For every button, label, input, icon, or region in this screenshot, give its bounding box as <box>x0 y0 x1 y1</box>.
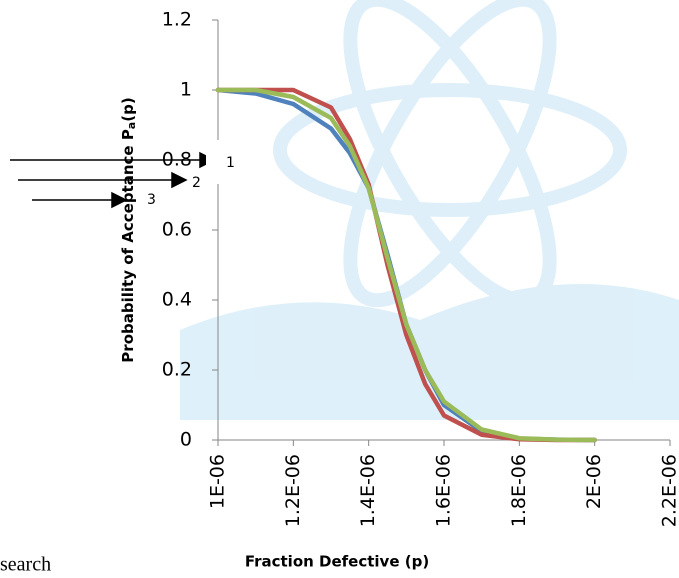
y-axis-label: Probability of Acceptance Pa(p) <box>119 97 139 362</box>
y-axis-label-part: (p) <box>119 97 137 121</box>
footer-text: search <box>0 554 51 574</box>
annotation-label: 2 <box>192 175 201 191</box>
y-tick-label: 0.4 <box>162 289 192 311</box>
x-tick-label: 1.8E-06 <box>508 454 530 527</box>
y-tick-label: 1 <box>180 79 192 101</box>
arrow-head <box>172 173 186 187</box>
y-tick-label: 0 <box>180 429 192 451</box>
x-tick-label: 1.2E-06 <box>282 454 304 527</box>
y-tick-label: 0.8 <box>162 149 192 171</box>
y-axis-label-part: Probability of Acceptance P <box>119 129 137 363</box>
annotation-label: 1 <box>226 155 235 171</box>
x-tick-label: 1.4E-06 <box>357 454 379 527</box>
x-tick-label: 2.2E-06 <box>659 454 679 527</box>
y-tick-label: 0.2 <box>162 359 192 381</box>
y-axis-label-part: a <box>125 122 138 129</box>
x-axis-label: Fraction Defective (p) <box>245 553 429 571</box>
watermark <box>180 0 679 420</box>
annotation-label: 3 <box>147 192 156 208</box>
y-tick-label: 1.2 <box>162 9 192 31</box>
x-tick-label: 1E-06 <box>207 454 229 509</box>
y-tick-label: 0.6 <box>162 219 192 241</box>
x-tick-label: 1.6E-06 <box>433 454 455 527</box>
x-tick-label: 2E-06 <box>583 454 605 509</box>
